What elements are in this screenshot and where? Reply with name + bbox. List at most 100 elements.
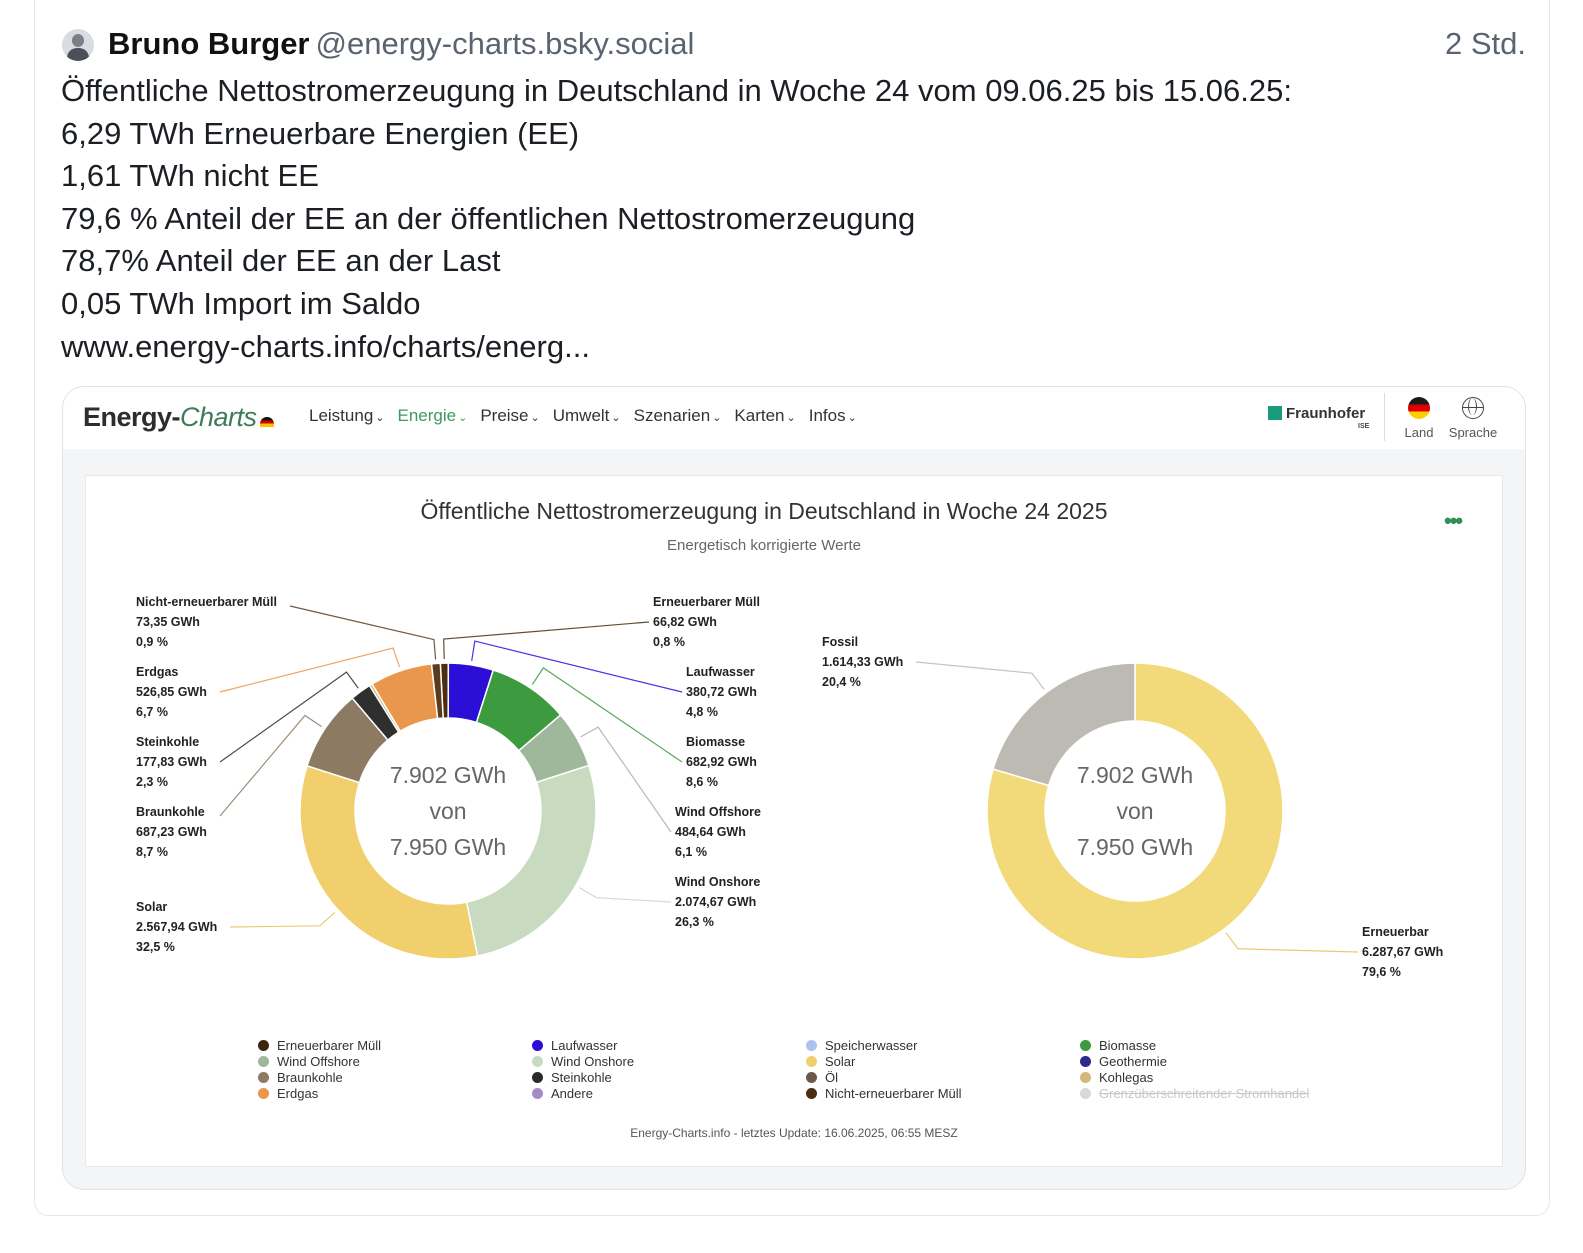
menu-label: Energie (397, 406, 457, 425)
legend-item-grenzüberschreitender-stromhandel[interactable]: Grenzüberschreitender Stromhandel (1080, 1086, 1309, 1102)
legend-dot-icon (806, 1072, 817, 1083)
leader-line-laufwasser (471, 640, 683, 693)
leader-line-erdgas (219, 647, 401, 693)
data-label: 79,6 % (1362, 965, 1401, 979)
post-link[interactable]: www.energy-charts.info/charts/energ... (61, 328, 590, 364)
language-selector[interactable]: Sprache (1445, 397, 1501, 440)
center-label: 7.902 GWh (1077, 762, 1193, 788)
data-label: 2.074,67 GWh (675, 895, 756, 909)
more-options-icon[interactable]: ••• (1444, 508, 1463, 533)
legend-item-braunkohle[interactable]: Braunkohle (258, 1070, 381, 1086)
legend-dot-icon (532, 1088, 543, 1099)
menu-item-infos[interactable]: Infos ⌄ (809, 406, 857, 426)
legend-column: Laufwasser Wind Onshore Steinkohle Andere (532, 1038, 634, 1102)
menu-label: Preise (480, 406, 529, 425)
legend-item-biomasse[interactable]: Biomasse (1080, 1038, 1309, 1054)
data-label: 4,8 % (686, 705, 718, 719)
data-label: Erneuerbarer Müll (653, 595, 760, 609)
data-label: 66,82 GWh (653, 615, 717, 629)
data-label: Braunkohle (136, 805, 205, 819)
data-label: 2,3 % (136, 775, 168, 789)
main-menu: Leistung ⌄ Energie ⌄ Preise ⌄ Umwelt ⌄ Szena… (309, 406, 857, 426)
author-name[interactable]: Bruno Burger (108, 26, 310, 61)
menu-item-preise[interactable]: Preise ⌄ (480, 406, 539, 426)
legend-item-laufwasser[interactable]: Laufwasser (532, 1038, 634, 1054)
menu-item-karten[interactable]: Karten ⌄ (734, 406, 795, 426)
center-label: 7.902 GWh (390, 762, 506, 788)
menu-label: Leistung (309, 406, 374, 425)
post-timestamp[interactable]: 2 Std. (1445, 26, 1526, 61)
slice-solar (299, 764, 479, 960)
chart-credit: Energy-Charts.info - letztes Update: 16.… (630, 1126, 958, 1140)
legend-dot-icon (806, 1088, 817, 1099)
data-label: 484,64 GWh (675, 825, 746, 839)
site-navbar: Energy-Charts Leistung ⌄ Energie ⌄ Preise ⌄… (63, 387, 1525, 449)
post-line: 78,7% Anteil der EE an der Last (61, 243, 501, 279)
legend-item-speicherwasser[interactable]: Speicherwasser (806, 1038, 962, 1054)
slice-wind-onshore (465, 764, 597, 957)
legend-item-andere[interactable]: Andere (532, 1086, 634, 1102)
language-label: Sprache (1448, 425, 1498, 440)
legend-dot-icon (532, 1056, 543, 1067)
data-label: 682,92 GWh (686, 755, 757, 769)
author[interactable]: Bruno Burger @energy-charts.bsky.social (108, 26, 694, 62)
legend-dot-icon (258, 1072, 269, 1083)
menu-item-energie[interactable]: Energie ⌄ (398, 406, 468, 426)
legend-dot-icon (1080, 1088, 1091, 1099)
data-label: Biomasse (686, 735, 745, 749)
legend-label: Öl (825, 1070, 838, 1085)
legend-label: Erneuerbarer Müll (277, 1038, 382, 1053)
slice-nicht-erneuerbarer-müll (430, 662, 444, 720)
menu-item-leistung[interactable]: Leistung ⌄ (309, 406, 385, 426)
chart-panel: Öffentliche Nettostromerzeugung in Deuts… (85, 475, 1503, 1167)
legend-dot-icon (532, 1072, 543, 1083)
post-text: Öffentliche Nettostromerzeugung in Deuts… (61, 70, 1292, 368)
legend-item-kohlegas[interactable]: Kohlegas (1080, 1070, 1309, 1086)
leader-line-solar (229, 912, 336, 928)
legend-item-öl[interactable]: Öl (806, 1070, 962, 1086)
leader-line-fossil (915, 661, 1045, 690)
legend-item-steinkohle[interactable]: Steinkohle (532, 1070, 634, 1086)
legend-label: Braunkohle (277, 1070, 343, 1085)
legend-label: Solar (825, 1054, 856, 1069)
chevron-down-icon: ⌄ (712, 412, 722, 424)
donut-charts: Erneuerbarer Müll 66,82 GWh 0,8 % Laufwasse… (136, 595, 1443, 979)
leader-line-braunkohle (219, 714, 322, 817)
legend-dot-icon (532, 1040, 543, 1051)
menu-item-szenarien[interactable]: Szenarien ⌄ (634, 406, 722, 426)
legend-item-solar[interactable]: Solar (806, 1054, 962, 1070)
slice-erneuerbar (986, 662, 1284, 960)
center-label: von (429, 798, 466, 824)
menu-item-umwelt[interactable]: Umwelt ⌄ (553, 406, 621, 426)
data-label: Wind Onshore (675, 875, 760, 889)
embedded-screenshot[interactable]: Energy-Charts Leistung ⌄ Energie ⌄ Preise ⌄… (62, 386, 1526, 1190)
chevron-down-icon: ⌄ (847, 412, 857, 424)
legend-item-wind-onshore[interactable]: Wind Onshore (532, 1054, 634, 1070)
chart-subtitle: Energetisch korrigierte Werte (667, 537, 861, 554)
fraunhofer-logo[interactable]: Fraunhofer ISE (1268, 405, 1369, 430)
legend-column: Biomasse Geothermie Kohlegas Grenzüberschre… (1080, 1038, 1309, 1102)
legend-item-geothermie[interactable]: Geothermie (1080, 1054, 1309, 1070)
data-label: Steinkohle (136, 735, 199, 749)
legend-label: Erdgas (277, 1086, 319, 1101)
logo-text-italic: Charts (180, 402, 257, 432)
legend-item-nicht-erneuerbarer-müll[interactable]: Nicht-erneuerbarer Müll (806, 1086, 962, 1102)
chevron-down-icon: ⌄ (786, 412, 796, 424)
legend-item-wind-offshore[interactable]: Wind Offshore (258, 1054, 381, 1070)
author-handle[interactable]: @energy-charts.bsky.social (315, 26, 695, 61)
slice-fossil (992, 662, 1136, 787)
legend-item-erneuerbarer-müll[interactable]: Erneuerbarer Müll (258, 1038, 381, 1054)
legend-item-erdgas[interactable]: Erdgas (258, 1086, 381, 1102)
data-label: 380,72 GWh (686, 685, 757, 699)
country-selector[interactable]: Land (1402, 397, 1436, 440)
energy-charts-logo[interactable]: Energy-Charts (83, 402, 274, 433)
menu-label: Infos (808, 406, 846, 425)
logo-text: Energy- (83, 402, 181, 432)
avatar[interactable] (62, 29, 94, 61)
german-flag-icon (1408, 397, 1430, 419)
post-line: 79,6 % Anteil der EE an der öffentlichen… (61, 200, 916, 236)
country-label: Land (1404, 425, 1434, 440)
legend-label: Wind Onshore (551, 1054, 635, 1069)
german-flag-icon (259, 417, 274, 427)
data-label: 6,7 % (136, 705, 168, 719)
